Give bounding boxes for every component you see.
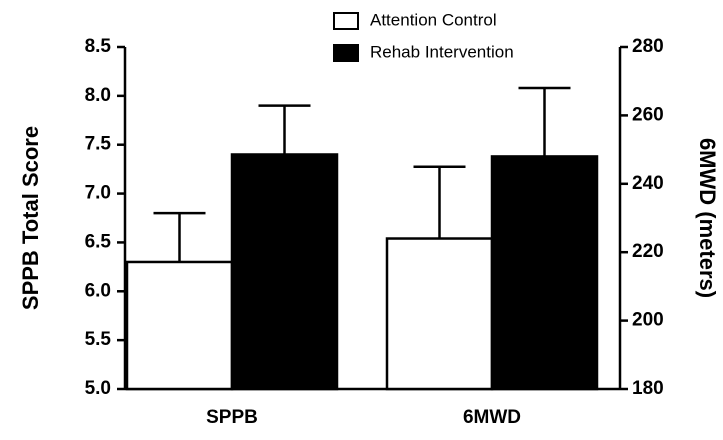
y2-tick-label: 220	[632, 241, 664, 262]
y-tick-label: 5.5	[85, 329, 112, 350]
y-axis-title: SPPB Total Score	[18, 126, 43, 310]
y-tick-label: 7.5	[85, 134, 112, 155]
y2-tick-label: 240	[632, 173, 664, 194]
legend-label: Attention Control	[370, 10, 497, 29]
y-tick-label: 8.5	[85, 36, 112, 57]
bar	[490, 155, 599, 391]
y-tick-label: 8.0	[85, 85, 111, 106]
y2-tick-label: 280	[632, 36, 664, 57]
bar	[125, 260, 234, 391]
y2-tick-label: 180	[632, 378, 664, 399]
legend-swatch	[333, 12, 359, 30]
y2-tick-label: 200	[632, 310, 664, 331]
bar	[230, 153, 339, 391]
y2-axis-title: 6MWD (meters)	[695, 138, 720, 298]
y2-tick-label: 260	[632, 104, 664, 125]
x-tick-label: 6MWD	[463, 407, 521, 428]
bar	[385, 237, 494, 391]
legend-label: Rehab Intervention	[370, 42, 514, 61]
x-tick-label: SPPB	[206, 407, 258, 428]
y-tick-label: 5.0	[85, 378, 111, 399]
y-tick-label: 6.5	[85, 231, 112, 252]
y-tick-label: 6.0	[85, 280, 111, 301]
y-tick-label: 7.0	[85, 183, 111, 204]
legend-swatch	[333, 44, 359, 62]
